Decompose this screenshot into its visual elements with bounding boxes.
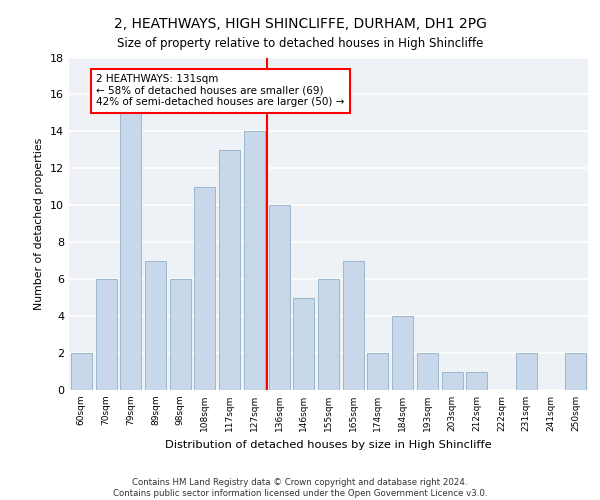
Bar [516, 353, 537, 390]
Bar [71, 353, 92, 390]
Bar [170, 279, 191, 390]
Text: 2 HEATHWAYS: 131sqm
← 58% of detached houses are smaller (69)
42% of semi-detach: 2 HEATHWAYS: 131sqm ← 58% of detached ho… [96, 74, 344, 108]
Bar [565, 353, 586, 390]
Bar [120, 113, 141, 390]
Bar [269, 206, 290, 390]
Bar [343, 260, 364, 390]
Bar [293, 298, 314, 390]
Bar [417, 353, 438, 390]
Bar [244, 132, 265, 390]
Y-axis label: Number of detached properties: Number of detached properties [34, 138, 44, 310]
Bar [318, 279, 339, 390]
Bar [194, 187, 215, 390]
Bar [442, 372, 463, 390]
Bar [392, 316, 413, 390]
Bar [95, 279, 116, 390]
Bar [367, 353, 388, 390]
Bar [145, 260, 166, 390]
Bar [219, 150, 240, 390]
Text: Size of property relative to detached houses in High Shincliffe: Size of property relative to detached ho… [117, 38, 483, 51]
Text: Contains HM Land Registry data © Crown copyright and database right 2024.
Contai: Contains HM Land Registry data © Crown c… [113, 478, 487, 498]
Bar [466, 372, 487, 390]
Text: 2, HEATHWAYS, HIGH SHINCLIFFE, DURHAM, DH1 2PG: 2, HEATHWAYS, HIGH SHINCLIFFE, DURHAM, D… [113, 18, 487, 32]
X-axis label: Distribution of detached houses by size in High Shincliffe: Distribution of detached houses by size … [165, 440, 492, 450]
